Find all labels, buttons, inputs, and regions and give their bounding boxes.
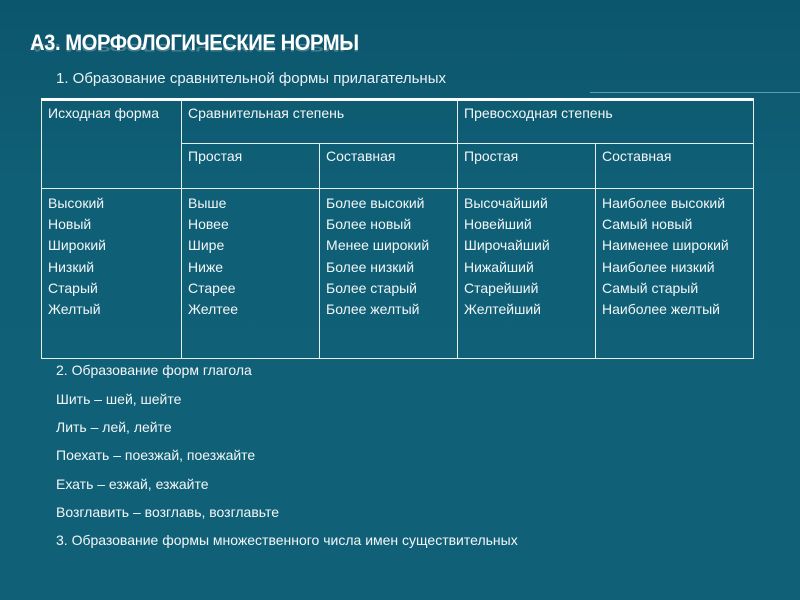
- table-row: Высокий Новый Широкий Низкий Старый Желтый Выш…: [41, 188, 754, 359]
- table-cell: Высочайший Новейший Широчайший Нижайший Стар…: [457, 188, 596, 359]
- cell-word: Наиболее низкий: [602, 258, 715, 275]
- cell-word: Выше: [188, 195, 227, 211]
- header-superlative: Превосходная степень: [457, 99, 754, 144]
- cell-word: Шире: [188, 237, 225, 254]
- cell-word: Высокий: [48, 195, 105, 211]
- cell-word: Желтый: [48, 301, 101, 318]
- cell-word: Нижайший: [464, 258, 534, 275]
- cell-word: Желтейший: [464, 301, 541, 318]
- cell-word: Самый старый: [602, 279, 699, 296]
- text-line: Шить – шей, шейте: [56, 391, 182, 407]
- cell-word: Новее: [188, 216, 229, 233]
- section-1-heading: 1. Образование сравнительной формы прила…: [56, 70, 446, 87]
- header-source-form: Исходная форма: [41, 99, 182, 189]
- cell-word: Новый: [48, 216, 92, 233]
- cell-word: Наименее широкий: [602, 237, 729, 254]
- cell-word: Широчайший: [464, 237, 550, 254]
- cell-word: Более желтый: [326, 301, 420, 318]
- text-line: Лить – лей, лейте: [56, 419, 172, 435]
- cell-word: Желтее: [188, 301, 239, 318]
- header-comparative-simple: Простая: [181, 143, 320, 189]
- header-superlative-compound: Составная: [595, 143, 754, 189]
- cell-word: Новейший: [464, 216, 532, 233]
- cell-word: Менее широкий: [326, 237, 430, 254]
- cell-word: Ниже: [188, 258, 224, 275]
- cell-word: Самый новый: [602, 216, 693, 233]
- cell-word: Более низкий: [326, 258, 415, 275]
- header-comparative: Сравнительная степень: [181, 99, 458, 144]
- cell-word: Старый: [48, 279, 98, 296]
- table-cell: Более высокий Более новый Менее широкий Бол…: [319, 188, 458, 359]
- cell-word: Широкий: [48, 237, 106, 254]
- header-comparative-compound: Составная: [319, 143, 458, 189]
- slide-title: А3. МОРФОЛОГИЧЕСКИЕ НОРМЫ: [30, 30, 359, 55]
- slide-title-reflection: А3. МОРФОЛОГИЧЕСКИЕ НОРМЫ: [30, 41, 359, 55]
- text-line: Возглавить – возглавь, возглавьте: [56, 504, 280, 520]
- cell-word: Низкий: [48, 258, 95, 275]
- table-cell: Высокий Новый Широкий Низкий Старый Желтый: [41, 188, 182, 359]
- text-line: Поехать – поезжай, поезжайте: [56, 447, 256, 463]
- text-line: 3. Образование формы множественного числ…: [56, 532, 518, 548]
- cell-word: Старее: [188, 279, 236, 296]
- cell-word: Наиболее желтый: [602, 301, 720, 318]
- cell-word: Более новый: [326, 216, 412, 233]
- text-line: 2. Образование форм глагола: [56, 362, 252, 378]
- table-cell: Выше Новее Шире Ниже Старее Желтее: [181, 188, 320, 359]
- cell-word: Наиболее высокий: [602, 195, 726, 211]
- header-superlative-simple: Простая: [457, 143, 596, 189]
- cell-word: Более старый: [326, 279, 418, 296]
- decorative-line: [590, 92, 800, 93]
- cell-word: Более высокий: [326, 195, 425, 211]
- cell-word: Старейший: [464, 279, 539, 296]
- text-line: Ехать – езжай, езжайте: [56, 476, 209, 492]
- cell-word: Высочайший: [464, 195, 548, 211]
- table-cell: Наиболее высокий Самый новый Наименее широ…: [595, 188, 754, 359]
- adjective-comparison-table: Исходная форма Сравнительная степень Пре…: [41, 98, 754, 359]
